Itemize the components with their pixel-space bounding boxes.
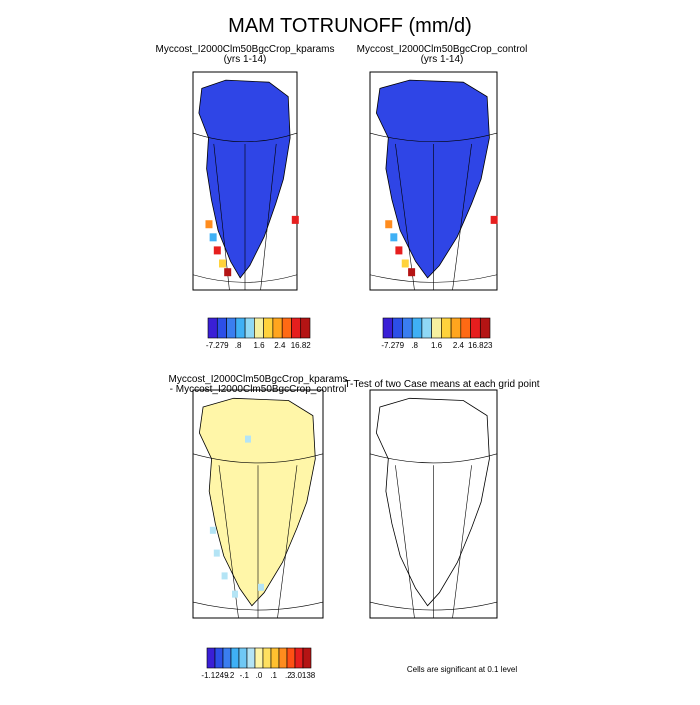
colorbar-swatch <box>286 647 296 669</box>
grid-cell <box>213 549 220 557</box>
greenland <box>198 397 316 607</box>
meridian <box>395 465 415 619</box>
colorbar-swatch <box>431 317 442 339</box>
grid-cell <box>209 526 216 534</box>
colorbar-swatch <box>382 317 394 339</box>
grid-cell <box>401 259 409 268</box>
grid-cell <box>490 215 498 224</box>
greenland <box>198 79 291 279</box>
panel-title: Myccost_I2000Clm50BgcCrop_control <box>357 44 528 55</box>
colorbar-label: 2.4 <box>453 341 465 350</box>
colorbar-swatch <box>278 647 288 669</box>
colorbar-swatch <box>411 317 423 339</box>
colorbar-swatch <box>291 317 302 339</box>
colorbar-label: 16.82 <box>291 341 312 350</box>
colorbar-label: -7.279 <box>381 341 404 350</box>
colorbar-swatch <box>246 647 256 669</box>
colorbar-swatch <box>450 317 462 339</box>
colorbar-swatch <box>421 317 432 339</box>
colorbar-swatch <box>294 647 304 669</box>
colorbar-label: .8 <box>411 341 418 350</box>
colorbar-label: 2.4 <box>274 341 286 350</box>
panel-title: Myccost_I2000Clm50BgcCrop_kparams <box>169 374 348 385</box>
latitude-line <box>192 132 298 142</box>
grid-cell <box>408 268 416 277</box>
map-panel <box>369 71 498 291</box>
grid-cell <box>390 233 398 242</box>
colorbar-swatch <box>244 317 255 339</box>
meridian <box>395 143 415 291</box>
grid-cell <box>213 246 221 255</box>
map-panel <box>192 389 324 619</box>
colorbar-swatch <box>216 317 227 339</box>
colorbar-label: .8 <box>235 341 242 350</box>
colorbar-swatch <box>392 317 403 339</box>
colorbar-swatch <box>479 317 491 339</box>
colorbar-label: -.2 <box>225 671 235 680</box>
map-panel <box>369 389 498 619</box>
latitude-line <box>369 453 498 464</box>
colorbar-swatch <box>238 647 248 669</box>
grid-cell <box>291 215 299 224</box>
grid-cell <box>219 259 226 268</box>
colorbar-label: 3.0138 <box>291 671 316 680</box>
panel-subtitle: (yrs 1-14) <box>224 54 267 65</box>
colorbar-label: .0 <box>256 671 263 680</box>
colorbar-swatch <box>207 317 218 339</box>
colorbar-swatch <box>254 317 264 339</box>
figure-title: MAM TOTRUNOFF (mm/d) <box>228 15 472 37</box>
colorbar-swatch <box>263 317 274 339</box>
grid-cell <box>209 233 217 242</box>
greenland <box>375 397 490 607</box>
colorbar-swatch <box>272 317 283 339</box>
grid-cell <box>205 220 213 229</box>
colorbar-swatch <box>300 317 311 339</box>
colorbar-swatch <box>402 317 413 339</box>
panel-title: T-Test of two Case means at each grid po… <box>344 379 539 390</box>
colorbar-label: -.1 <box>240 671 250 680</box>
colorbar-swatch <box>262 647 272 669</box>
panel-title: Myccost_I2000Clm50BgcCrop_kparams <box>156 44 335 55</box>
colorbar-label: -7.279 <box>206 341 229 350</box>
colorbar-swatch <box>214 647 224 669</box>
panel-note: Cells are significant at 0.1 level <box>407 665 518 674</box>
colorbar-swatch <box>226 317 237 339</box>
grid-cell <box>395 246 403 255</box>
colorbar-label: 16.823 <box>468 341 493 350</box>
meridian <box>452 143 472 291</box>
greenland <box>375 79 490 279</box>
colorbar-swatch <box>230 647 240 669</box>
colorbar-label: -1.1249 <box>201 671 229 680</box>
grid-cell <box>221 572 228 580</box>
colorbar-label: 1.6 <box>253 341 265 350</box>
meridian <box>260 143 277 291</box>
colorbar-label: .2 <box>285 671 292 680</box>
colorbar-swatch <box>206 647 216 669</box>
grid-cell <box>232 590 238 598</box>
colorbar-swatch <box>441 317 452 339</box>
latitude-line <box>192 453 324 464</box>
grid-cell <box>385 220 393 229</box>
colorbar-swatch <box>235 317 246 339</box>
colorbar-label: .1 <box>270 671 277 680</box>
colorbar-swatch <box>460 317 471 339</box>
meridian <box>277 465 298 619</box>
colorbar-swatch <box>270 647 280 669</box>
colorbar-swatch <box>302 647 312 669</box>
grid-cell <box>258 583 264 591</box>
map-panel <box>192 71 299 291</box>
colorbar-swatch <box>222 647 232 669</box>
grid-cell <box>224 268 232 277</box>
colorbar-label: 1.6 <box>431 341 443 350</box>
panel-subtitle: - Myccost_I2000Clm50BgcCrop_control <box>170 384 347 395</box>
latitude-line <box>369 132 498 143</box>
meridian <box>452 465 472 619</box>
grid-cell <box>245 435 251 443</box>
colorbar-swatch <box>281 317 292 339</box>
meridian <box>213 143 230 291</box>
colorbar-swatch <box>470 317 481 339</box>
colorbar-swatch <box>254 647 264 669</box>
panel-subtitle: (yrs 1-14) <box>421 54 464 65</box>
